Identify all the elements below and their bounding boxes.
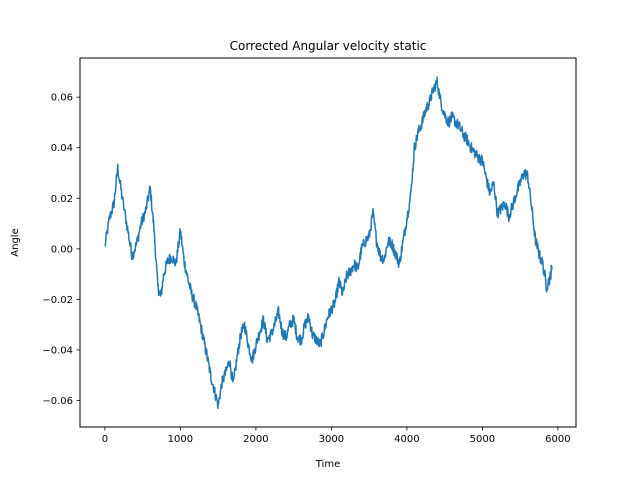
x-tick-label: 5000: [470, 434, 495, 445]
series-line: [104, 76, 553, 410]
axes-frame: [79, 57, 577, 428]
y-axis-ticks: −0.06 −0.04 −0.02 0.00 0.02 0.04 0.06: [42, 93, 80, 407]
y-tick-label: −0.02: [42, 295, 73, 306]
x-tick-label: 6000: [545, 434, 570, 445]
x-tick-label: 2000: [243, 434, 268, 445]
x-tick-label: 4000: [394, 434, 419, 445]
y-tick-label: 0.04: [51, 143, 73, 154]
y-tick-label: 0.02: [51, 194, 73, 205]
y-tick-label: −0.06: [42, 396, 73, 407]
plot-area: [79, 57, 577, 428]
x-tick-label: 1000: [168, 434, 193, 445]
y-tick-label: 0.00: [51, 244, 73, 255]
y-tick-label: −0.04: [42, 345, 73, 356]
x-axis-ticks: 0 1000 2000 3000 4000 5000 6000: [102, 427, 571, 445]
x-tick-label: 0: [102, 434, 108, 445]
y-axis-label: Angle: [10, 228, 21, 256]
chart-title: Corrected Angular velocity static: [230, 39, 427, 53]
y-tick-label: 0.06: [51, 93, 73, 104]
x-tick-label: 3000: [319, 434, 344, 445]
series-layer: [104, 76, 553, 410]
x-axis-label: Time: [315, 459, 340, 470]
